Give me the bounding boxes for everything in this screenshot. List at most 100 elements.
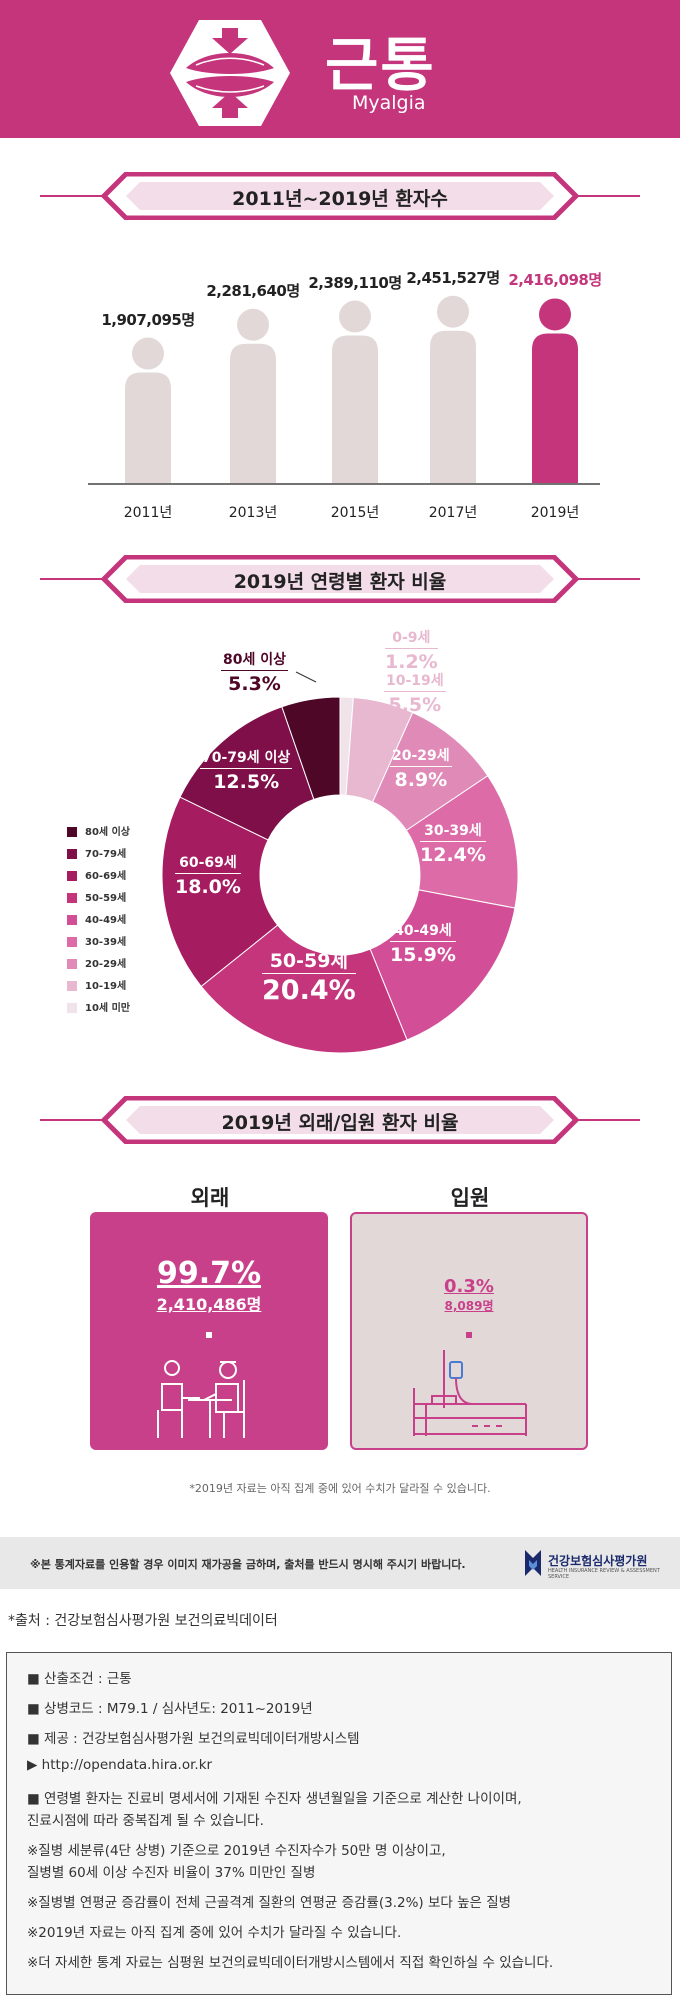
patient-count-chart <box>88 295 600 485</box>
legend-swatch <box>67 871 77 881</box>
donut-label-name: 60-69세 <box>175 855 241 874</box>
donut-label: 80세 이상 5.3% <box>221 652 288 697</box>
legend-item: 20-29세 <box>67 955 127 970</box>
year-label: 2017년 <box>428 505 478 521</box>
donut-label-name: 10-19세 <box>384 673 446 692</box>
source-text: *출처 : 건강보험심사평가원 보건의료빅데이터 <box>8 1613 278 1629</box>
section-banner-patients: 2011년~2019년 환자수 <box>40 172 640 220</box>
info-line: ■ 제공 : 건강보험심사평가원 보건의료빅데이터개방시스템 <box>27 1731 360 1747</box>
section-banner-age: 2019년 연령별 환자 비율 <box>40 555 640 603</box>
donut-label-value: 5.3% <box>228 673 281 695</box>
info-line: ※질병 세분류(4단 상병) 기준으로 2019년 수진자수가 50만 명 이상… <box>27 1843 446 1859</box>
muscle-icon <box>170 20 290 126</box>
banner-ribbon <box>40 172 640 220</box>
donut-slice-60-69세 <box>161 796 279 988</box>
info-line: 진료시점에 따라 중복집계 될 수 있습니다. <box>27 1813 264 1829</box>
donut-label-value: 15.9% <box>390 944 456 966</box>
header-banner <box>0 0 680 138</box>
outpatient-count: 2,410,486명 <box>156 1295 262 1314</box>
donut-label-value: 12.4% <box>420 844 486 866</box>
year-label: 2013년 <box>228 505 278 521</box>
dot-marker <box>206 1332 212 1338</box>
inpatient-title: 입원 <box>450 1186 490 1210</box>
info-line: ■ 연령별 환자는 진료비 명세서에 기재된 수진자 생년월일을 기준으로 계산… <box>27 1791 522 1807</box>
section-banner-outpatient: 2019년 외래/입원 환자 비율 <box>40 1096 640 1144</box>
legend-swatch <box>67 981 77 991</box>
doctor-consultation-icon <box>157 1360 245 1438</box>
legend-item: 80세 이상 <box>67 823 130 838</box>
info-line: ※2019년 자료는 아직 집계 중에 있어 수치가 달라질 수 있습니다. <box>27 1925 402 1941</box>
outpatient-card: 99.7% 2,410,486명 <box>90 1212 328 1450</box>
banner-ribbon <box>40 1096 640 1144</box>
donut-label: 0-9세 1.2% <box>385 630 438 675</box>
donut-label-name: 20-29세 <box>390 748 452 767</box>
year-label: 2015년 <box>330 505 380 521</box>
info-line: 질병별 60세 이상 수진자 비율이 37% 미만인 질병 <box>27 1865 316 1881</box>
section-title: 2011년~2019년 환자수 <box>232 188 448 210</box>
donut-slice-40-49세 <box>369 889 516 1041</box>
legend-label: 40-49세 <box>85 915 127 926</box>
outpatient-title: 외래 <box>190 1186 230 1210</box>
inpatient-card: 0.3% 8,089명 <box>350 1212 588 1450</box>
donut-label-value: 12.5% <box>213 771 280 793</box>
info-box: ■ 산출조건 : 근통 ■ 상병코드 : M79.1 / 심사년도: 2011~… <box>6 1652 672 1995</box>
legend-item: 70-79세 <box>67 845 127 860</box>
legend-label: 50-59세 <box>85 893 127 904</box>
donut-label-name: 0-9세 <box>385 630 438 649</box>
legend-label: 80세 이상 <box>85 827 130 838</box>
donut-label: 60-69세 18.0% <box>175 855 241 900</box>
outpatient-percent: 99.7% <box>156 1256 262 1291</box>
inpatient-count: 8,089명 <box>444 1299 494 1313</box>
legend-swatch <box>67 827 77 837</box>
section-title: 2019년 외래/입원 환자 비율 <box>221 1112 459 1134</box>
data-note: *2019년 자료는 아직 집계 중에 있어 수치가 달라질 수 있습니다. <box>189 1482 491 1495</box>
person-bar-2011년 <box>125 337 171 483</box>
legend-swatch <box>67 937 77 947</box>
donut-label: 40-49세 15.9% <box>390 923 456 968</box>
dot-marker <box>466 1332 472 1338</box>
footer-bar <box>0 1537 680 1589</box>
donut-label-value: 8.9% <box>394 769 448 791</box>
footer-warning: ※본 통계자료를 인용할 경우 이미지 재가공을 금하며, 출처를 반드시 명시… <box>30 1558 466 1571</box>
legend-item: 50-59세 <box>67 889 127 904</box>
patient-count-label: 2,389,110명 <box>308 273 402 292</box>
hira-logo-icon <box>525 1550 541 1576</box>
legend-swatch <box>67 849 77 859</box>
legend-swatch <box>67 959 77 969</box>
patient-count-label: 2,281,640명 <box>206 281 300 300</box>
person-bar-2013년 <box>230 308 276 483</box>
legend-label: 60-69세 <box>85 871 127 882</box>
legend-label: 20-29세 <box>85 959 127 970</box>
legend-item: 10세 미만 <box>67 999 130 1014</box>
year-label: 2011년 <box>123 505 173 521</box>
donut-slice-50-59세 <box>200 924 408 1054</box>
legend-item: 40-49세 <box>67 911 127 926</box>
legend-swatch <box>67 1003 77 1013</box>
legend-label: 10세 미만 <box>85 1003 130 1014</box>
legend-swatch <box>67 915 77 925</box>
banner-ribbon <box>40 555 640 603</box>
hospital-bed-icon <box>413 1350 527 1436</box>
legend-label: 70-79세 <box>85 849 127 860</box>
page-subtitle: Myalgia <box>352 92 426 114</box>
legend-label: 10-19세 <box>85 981 127 992</box>
donut-label-value: 18.0% <box>175 876 241 898</box>
donut-label-name: 80세 이상 <box>221 652 288 671</box>
donut-label-value: 20.4% <box>262 975 356 1006</box>
info-line-link[interactable]: ▶ http://opendata.hira.or.kr <box>27 1757 213 1773</box>
patient-count-label: 2,451,527명 <box>406 268 500 287</box>
donut-label: 30-39세 12.4% <box>420 823 486 868</box>
legend-item: 10-19세 <box>67 977 127 992</box>
person-bar-2015년 <box>332 300 378 483</box>
patient-count-label: 2,416,098명 <box>508 271 602 290</box>
info-line: ※질병별 연평균 증감률이 전체 근골격계 질환의 연평균 증감률(3.2%) … <box>27 1895 512 1911</box>
donut-label-name: 50-59세 <box>262 950 356 974</box>
legend-item: 30-39세 <box>67 933 126 948</box>
legend-swatch <box>67 893 77 903</box>
person-bar-2019년 <box>532 298 578 483</box>
donut-label-value: 1.2% <box>385 651 438 673</box>
donut-label-name: 40-49세 <box>390 923 456 942</box>
info-line: ※더 자세한 통계 자료는 심평원 보건의료빅데이터개방시스템에서 직접 확인하… <box>27 1955 554 1971</box>
info-line: ■ 산출조건 : 근통 <box>27 1671 132 1687</box>
info-line: ■ 상병코드 : M79.1 / 심사년도: 2011~2019년 <box>27 1701 313 1717</box>
